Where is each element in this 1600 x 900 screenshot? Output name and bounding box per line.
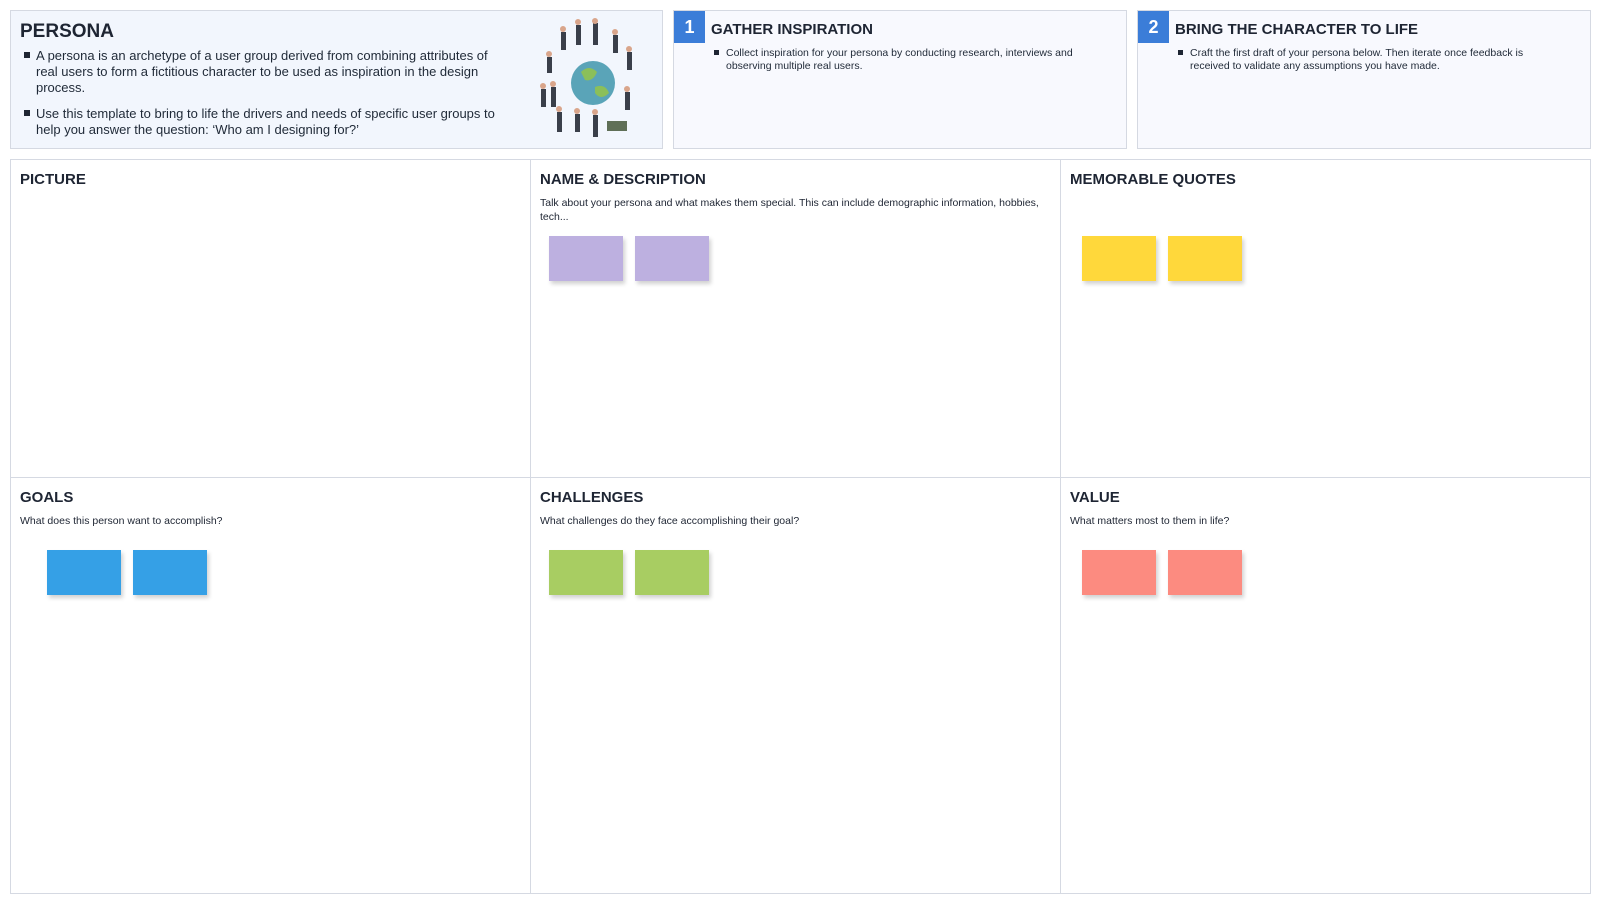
sticky-note[interactable]	[635, 550, 709, 595]
illustration	[540, 18, 632, 137]
panel-description: What matters most to them in life?	[1070, 515, 1230, 527]
panel-title: GOALS	[20, 489, 74, 506]
panel-title: CHALLENGES	[540, 489, 644, 506]
sticky-note[interactable]	[549, 550, 623, 595]
panel: NAME & DESCRIPTION Talk about your perso…	[530, 159, 1061, 478]
panel: PICTURE	[10, 159, 531, 478]
step-number: 2	[1138, 11, 1169, 43]
panel-title: NAME & DESCRIPTION	[540, 171, 706, 188]
panel-description: Talk about your persona and what makes t…	[540, 197, 1039, 223]
step-title: BRING THE CHARACTER TO LIFE	[1175, 21, 1419, 38]
header-bullet: A persona is an archetype of a user grou…	[21, 48, 511, 96]
panel-description: What does this person want to accomplish…	[20, 515, 223, 527]
sticky-note[interactable]	[1082, 236, 1156, 281]
panel-description: What challenges do they face accomplishi…	[540, 515, 800, 527]
step-box: 2 BRING THE CHARACTER TO LIFE Craft the …	[1137, 10, 1591, 149]
sticky-note[interactable]	[635, 236, 709, 281]
panel: CHALLENGES What challenges do they face …	[530, 477, 1061, 894]
step-box: 1 GATHER INSPIRATION Collect inspiration…	[673, 10, 1127, 149]
header-title: PERSONA	[20, 21, 114, 42]
header-box: PERSONA A persona is an archetype of a u…	[10, 10, 663, 149]
sticky-note[interactable]	[47, 550, 121, 595]
sticky-note[interactable]	[1082, 550, 1156, 595]
step-number: 1	[674, 11, 705, 43]
sticky-note[interactable]	[549, 236, 623, 281]
step-text: Collect inspiration for your persona by …	[711, 47, 1091, 73]
sticky-note[interactable]	[1168, 236, 1242, 281]
panel: MEMORABLE QUOTES	[1060, 159, 1591, 478]
sticky-note[interactable]	[133, 550, 207, 595]
panel-title: VALUE	[1070, 489, 1120, 506]
panel: VALUE What matters most to them in life?	[1060, 477, 1591, 894]
step-title: GATHER INSPIRATION	[711, 21, 873, 38]
sticky-note[interactable]	[1168, 550, 1242, 595]
panel-title: PICTURE	[20, 171, 86, 188]
header-bullet: Use this template to bring to life the d…	[21, 106, 511, 138]
panel: GOALS What does this person want to acco…	[10, 477, 531, 894]
step-text: Craft the first draft of your persona be…	[1175, 47, 1555, 73]
panel-title: MEMORABLE QUOTES	[1070, 171, 1236, 188]
